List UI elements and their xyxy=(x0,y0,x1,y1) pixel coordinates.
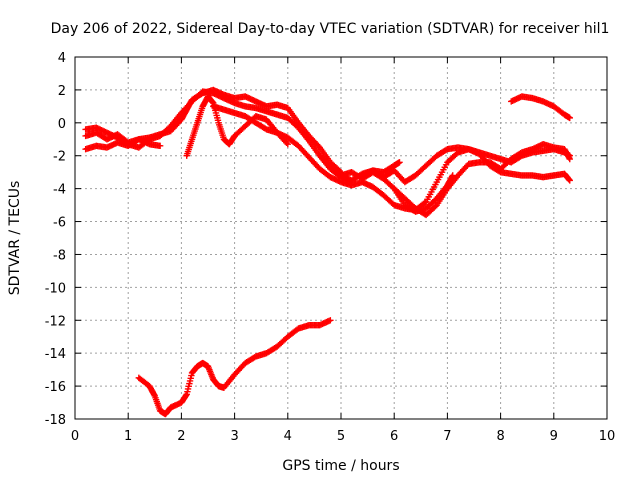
grid-lines xyxy=(75,57,607,419)
plot-frame xyxy=(74,56,608,420)
y-tick-label: -4 xyxy=(53,183,66,198)
y-tick-label: 0 xyxy=(58,117,66,132)
x-tick-label: 0 xyxy=(71,429,79,444)
x-tick-label: 3 xyxy=(230,429,238,444)
series-sat-k xyxy=(135,317,334,418)
x-tick-label: 9 xyxy=(550,429,558,444)
x-tick-label: 8 xyxy=(496,429,504,444)
x-axis-label: GPS time / hours xyxy=(282,458,399,474)
y-tick-label: -10 xyxy=(45,281,66,296)
chart-title: Day 206 of 2022, Sidereal Day-to-day VTE… xyxy=(51,21,610,37)
data-point xyxy=(566,177,573,184)
y-tick-label: -14 xyxy=(45,347,66,362)
data-point xyxy=(156,142,164,150)
x-tick-label: 5 xyxy=(337,429,345,444)
series-sat-h xyxy=(359,159,403,179)
data-point xyxy=(566,114,573,122)
y-tick-label: -6 xyxy=(53,216,66,231)
x-tick-label: 4 xyxy=(284,429,292,444)
data-point xyxy=(449,172,456,179)
data-point xyxy=(566,152,573,159)
x-tick-label: 6 xyxy=(390,429,398,444)
y-tick-label: 4 xyxy=(58,51,66,66)
series-sat-j xyxy=(508,93,573,122)
y-tick-label: -12 xyxy=(45,314,66,329)
data-point xyxy=(284,141,291,148)
y-tick-label: -2 xyxy=(53,150,66,165)
y-axis-label: SDTVAR / TECUs xyxy=(7,181,23,296)
data-point xyxy=(432,203,439,210)
tick-labels: 0 1 2 3 4 5 6 7 8 9 10 -18 -16 -14 -12 -10 -8 -6 -4 -2 0 2 4 xyxy=(45,51,616,444)
data-point xyxy=(421,199,428,207)
y-tick-label: -16 xyxy=(45,380,66,395)
data-points xyxy=(82,86,573,418)
x-tick-label: 2 xyxy=(177,429,185,444)
y-tick-label: -8 xyxy=(53,248,66,263)
y-tick-label: -18 xyxy=(45,413,66,428)
series-sat-i xyxy=(391,172,456,215)
y-tick-label: 2 xyxy=(58,84,66,99)
x-tick-label: 1 xyxy=(124,429,132,444)
data-point xyxy=(327,317,334,324)
x-tick-label: 7 xyxy=(443,429,451,444)
x-tick-label: 10 xyxy=(599,429,616,444)
data-point xyxy=(396,159,403,166)
